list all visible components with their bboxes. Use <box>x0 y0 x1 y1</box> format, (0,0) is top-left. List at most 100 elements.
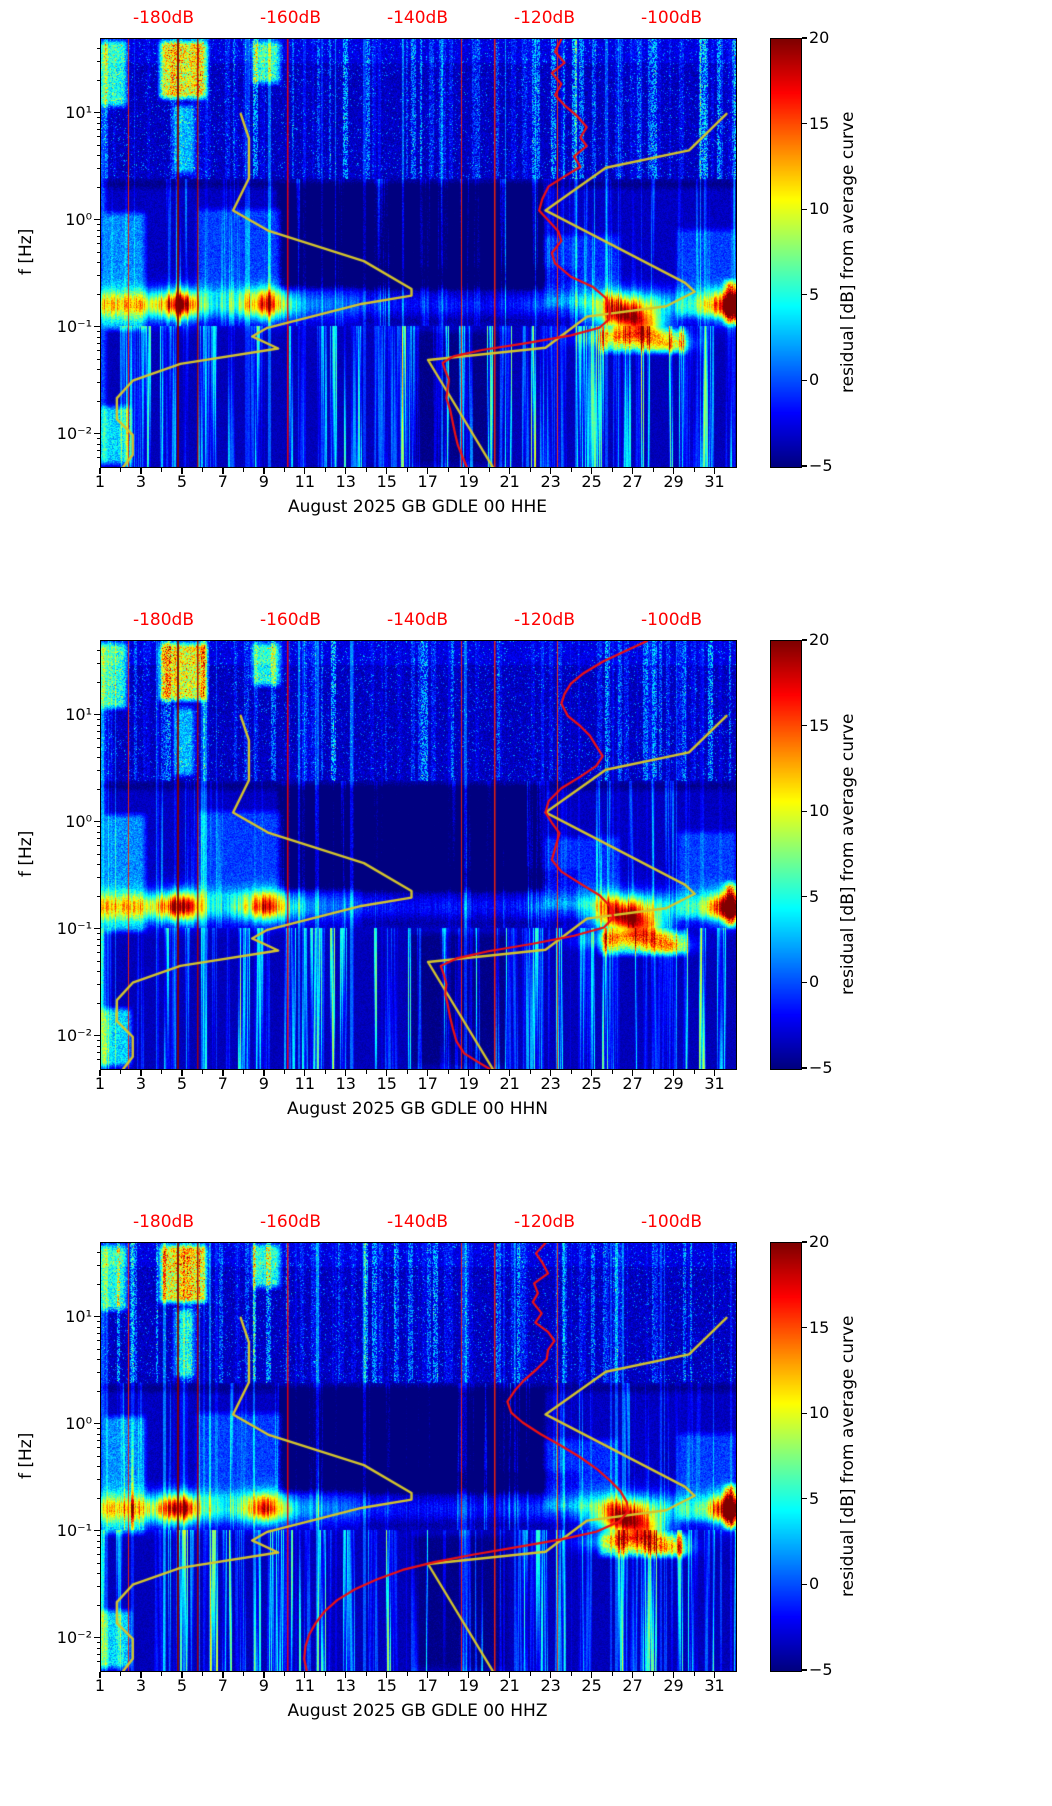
y-minor-tick <box>96 663 100 665</box>
top-axis-tick-label: -100dB <box>640 1212 703 1232</box>
colorbar-tick-label: 10 <box>809 199 830 219</box>
x-tick-label: 7 <box>217 472 228 491</box>
x-minor-tick <box>160 468 162 472</box>
colorbar <box>770 640 802 1070</box>
y-minor-tick <box>96 1040 100 1042</box>
x-tick-label: 15 <box>376 1074 397 1093</box>
x-tick-label: 11 <box>294 472 315 491</box>
x-tick-label: 19 <box>458 1074 479 1093</box>
x-minor-tick <box>652 468 654 472</box>
x-major-tick <box>345 1672 347 1678</box>
colorbar-tick <box>802 981 807 984</box>
x-minor-tick <box>693 468 695 472</box>
y-minor-tick <box>96 1605 100 1607</box>
y-minor-tick <box>96 719 100 721</box>
x-minor-tick <box>570 1070 572 1074</box>
spectrogram-panel-hhe: f [Hz] August 2025 GB GDLE 00 HHE residu… <box>0 0 1052 602</box>
x-minor-tick <box>160 1672 162 1676</box>
x-tick-label: 7 <box>217 1074 228 1093</box>
colorbar-tick <box>802 37 807 39</box>
y-minor-tick <box>96 47 100 49</box>
y-major-tick <box>94 928 100 930</box>
y-minor-tick <box>96 243 100 245</box>
x-major-tick <box>549 468 552 474</box>
y-minor-tick <box>96 724 100 726</box>
x-major-tick <box>181 1672 183 1678</box>
y-major-tick <box>94 821 100 823</box>
colorbar-tick <box>802 639 807 641</box>
colorbar-canvas <box>771 1243 801 1671</box>
y-tick-label: 10¹ <box>65 1306 92 1326</box>
y-minor-tick <box>96 1647 100 1649</box>
y-minor-tick <box>96 1653 100 1655</box>
y-minor-tick <box>96 1447 100 1449</box>
colorbar <box>770 1242 802 1672</box>
y-minor-tick <box>96 789 100 791</box>
colorbar-tick-label: 0 <box>809 972 820 992</box>
colorbar-tick-label: 0 <box>809 370 820 390</box>
colorbar-canvas <box>771 39 801 467</box>
x-tick-label: 17 <box>417 472 438 491</box>
colorbar-tick-label: 15 <box>809 1317 830 1337</box>
x-tick-label: 9 <box>258 1676 269 1695</box>
x-tick-label: 27 <box>622 472 643 491</box>
y-minor-tick <box>96 960 100 962</box>
colorbar-tick-label: 5 <box>809 1488 820 1508</box>
x-major-tick <box>509 1672 511 1678</box>
x-major-tick <box>386 468 388 474</box>
x-major-tick <box>99 1070 101 1076</box>
x-tick-label: 9 <box>258 1074 269 1093</box>
y-axis-label: f [Hz] <box>16 228 36 276</box>
x-major-tick <box>263 1672 265 1678</box>
spectrogram-panel-hhn: f [Hz] August 2025 GB GDLE 00 HHN residu… <box>0 602 1052 1204</box>
x-minor-tick <box>365 1070 367 1074</box>
x-tick-label: 3 <box>135 472 147 491</box>
y-minor-tick <box>96 1284 100 1286</box>
x-minor-tick <box>119 1070 121 1074</box>
y-tick-label: 10⁻² <box>56 1025 92 1045</box>
x-major-tick <box>549 1672 552 1678</box>
colorbar-tick-label: 10 <box>809 1403 830 1423</box>
y-minor-tick <box>96 1340 100 1342</box>
x-minor-tick <box>529 1672 531 1676</box>
x-minor-tick <box>324 1070 326 1074</box>
x-tick-label: 25 <box>581 472 602 491</box>
x-major-tick <box>345 468 347 474</box>
y-minor-tick <box>96 1003 100 1005</box>
y-minor-tick <box>96 261 100 263</box>
x-minor-tick <box>283 468 285 472</box>
y-major-tick <box>94 112 100 114</box>
y-minor-tick <box>96 1540 100 1542</box>
x-minor-tick <box>570 468 572 472</box>
x-major-tick <box>631 468 634 474</box>
x-minor-tick <box>324 1672 326 1676</box>
x-major-tick <box>140 468 142 474</box>
y-minor-tick <box>96 1428 100 1430</box>
x-major-tick <box>181 468 183 474</box>
x-minor-tick <box>160 1070 162 1074</box>
x-major-tick <box>427 1070 429 1076</box>
x-tick-label: 25 <box>581 1676 602 1695</box>
colorbar-tick-label: 20 <box>809 28 830 47</box>
x-major-tick <box>222 468 224 474</box>
x-tick-label: 23 <box>540 1676 561 1695</box>
x-major-tick <box>99 468 101 474</box>
colorbar-label: residual [dB] from average curve <box>838 111 858 393</box>
colorbar-tick-label: 10 <box>809 801 830 821</box>
x-minor-tick <box>242 1070 244 1074</box>
x-tick-label: 21 <box>499 472 520 491</box>
colorbar-tick-label: 15 <box>809 715 830 735</box>
x-major-tick <box>509 1070 511 1076</box>
y-minor-tick <box>96 331 100 333</box>
x-tick-label: 21 <box>499 1074 520 1093</box>
y-minor-tick <box>96 837 100 839</box>
top-axis-tick-label: -180dB <box>132 1212 195 1232</box>
x-major-tick <box>427 1672 429 1678</box>
y-minor-tick <box>96 1586 100 1588</box>
colorbar-tick-label: −5 <box>809 456 833 475</box>
x-minor-tick <box>406 1672 408 1676</box>
noise-model-curves-canvas <box>101 641 736 1069</box>
x-tick-label: 9 <box>258 472 269 491</box>
x-tick-label: 21 <box>499 1676 520 1695</box>
